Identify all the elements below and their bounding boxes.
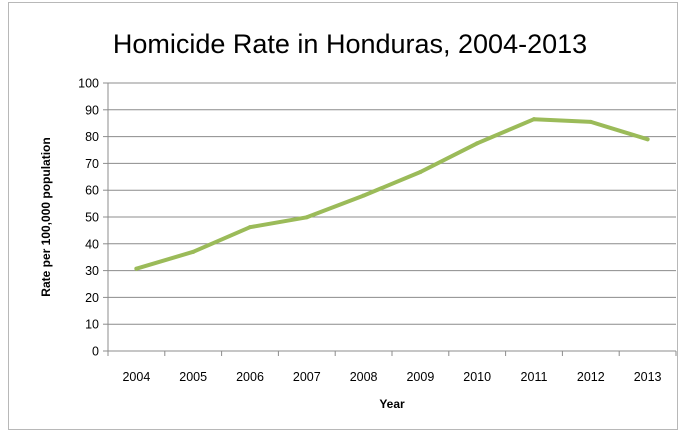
data-point (134, 266, 139, 271)
x-tick-label: 2013 (634, 370, 662, 384)
data-point (418, 169, 423, 174)
axes (103, 82, 677, 356)
y-tick-label: 40 (85, 237, 99, 251)
y-tick-label: 100 (78, 77, 99, 91)
x-tick-label: 2008 (350, 370, 378, 384)
x-tick-label: 2006 (236, 370, 264, 384)
y-tick-label: 50 (85, 211, 99, 225)
x-tick-label: 2004 (122, 370, 150, 384)
y-tick-label: 0 (92, 345, 99, 359)
tick-labels: 0 10 20 30 40 50 60 70 80 90 100 2004 2005 2006 2007 20… (78, 77, 661, 385)
x-tick-label: 2005 (179, 370, 207, 384)
y-tick-label: 30 (85, 264, 99, 278)
y-tick-label: 60 (85, 184, 99, 198)
data-point (361, 193, 366, 198)
data-point (532, 117, 536, 122)
y-tick-label: 90 (85, 103, 99, 117)
x-tick-label: 2012 (577, 370, 605, 384)
data-point (248, 225, 252, 230)
gridlines (108, 82, 676, 325)
chart-title: Homicide Rate in Honduras, 2004-2013 (113, 29, 587, 59)
data-point (304, 215, 309, 220)
chart-frame (8, 2, 678, 430)
y-axis-title: Rate per 100,000 population (39, 137, 53, 296)
data-point (475, 141, 480, 146)
y-tick-label: 20 (85, 291, 99, 305)
y-tick-label: 80 (85, 130, 99, 144)
series-layer (134, 117, 650, 271)
data-point (645, 137, 650, 142)
y-tick-label: 70 (85, 157, 99, 171)
x-tick-label: 2007 (293, 370, 321, 384)
x-axis-title: Year (379, 397, 405, 411)
series-line (134, 117, 650, 271)
y-tick-label: 10 (85, 318, 99, 332)
x-tick-label: 2009 (406, 370, 434, 384)
data-point (588, 119, 593, 124)
x-tick-label: 2010 (463, 370, 491, 384)
x-tick-label: 2011 (521, 370, 548, 384)
data-point (191, 249, 196, 254)
